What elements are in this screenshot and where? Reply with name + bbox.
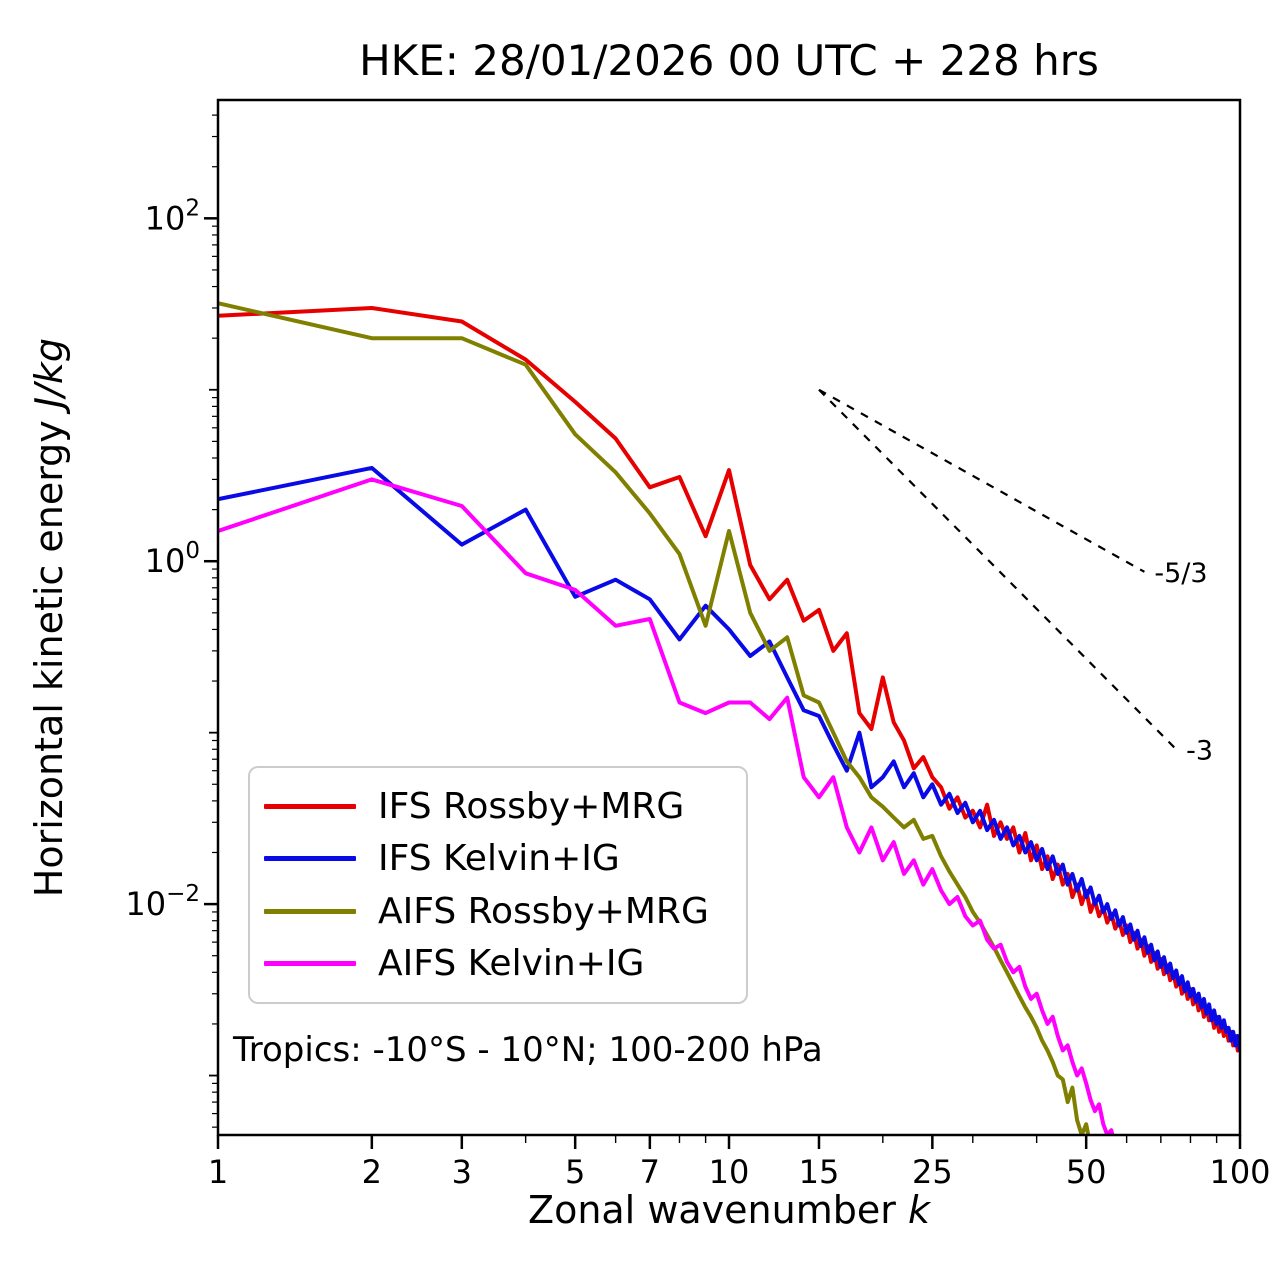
reference-line-3 (818, 388, 1177, 751)
chart-title: HKE: 28/01/2026 00 UTC + 228 hrs (359, 36, 1099, 85)
legend-swatch-aifs-kelvin-ig (264, 961, 356, 967)
legend-item: IFS Kelvin+IG (264, 838, 736, 879)
y-axis-ticks: 102 100 10−2 (125, 114, 218, 1128)
reference-line-label-3: -3 (1186, 735, 1213, 766)
series-line-ifs-kelvin-ig (218, 465, 1240, 1053)
x-tick-label: 10 (709, 1153, 750, 1191)
x-tick-label: 2 (362, 1153, 382, 1191)
legend-label: AIFS Rossby+MRG (378, 890, 709, 932)
x-axis-label-math: k (907, 1188, 930, 1232)
series-line-aifs-rossby-mrg (218, 301, 1091, 1135)
legend-label: IFS Kelvin+IG (378, 838, 620, 880)
x-axis-ticks: 1 2 3 5 7 10 15 25 50 100 (208, 1135, 1271, 1191)
plot-frame (216, 98, 1242, 1137)
legend-label: AIFS Kelvin+IG (378, 943, 645, 985)
y-tick-label: 100 (145, 538, 200, 580)
x-tick-label: 15 (799, 1153, 840, 1191)
legend-item: IFS Rossby+MRG (264, 786, 736, 827)
x-axis-label: Zonal wavenumber k (218, 1188, 1240, 1232)
x-tick-label: 7 (640, 1153, 660, 1191)
reference-line-5-3 (818, 388, 1145, 573)
legend-label: IFS Rossby+MRG (378, 785, 685, 827)
x-tick-label: 25 (912, 1153, 953, 1191)
reference-line-label-5-3: -5/3 (1154, 558, 1207, 589)
legend: IFS Rossby+MRG IFS Kelvin+IG AIFS Rossby… (248, 766, 748, 1004)
legend-swatch-ifs-kelvin-ig (264, 856, 356, 862)
legend-item: AIFS Kelvin+IG (264, 943, 736, 984)
series-line-aifs-kelvin-ig (218, 477, 1115, 1135)
legend-item: AIFS Rossby+MRG (264, 891, 736, 932)
x-tick-label: 1 (208, 1153, 228, 1191)
region-annotation: Tropics: -10°S - 10°N; 100-200 hPa (233, 1030, 823, 1070)
y-tick-label: 10−2 (125, 881, 200, 923)
legend-swatch-ifs-rossby-mrg (264, 803, 356, 809)
x-tick-label: 50 (1066, 1153, 1107, 1191)
x-tick-label: 100 (1209, 1153, 1270, 1191)
x-tick-label: 3 (452, 1153, 472, 1191)
x-tick-label: 5 (565, 1153, 585, 1191)
legend-swatch-aifs-rossby-mrg (264, 908, 356, 914)
x-axis-label-text: Zonal wavenumber (528, 1188, 908, 1232)
y-tick-label: 102 (145, 195, 200, 237)
